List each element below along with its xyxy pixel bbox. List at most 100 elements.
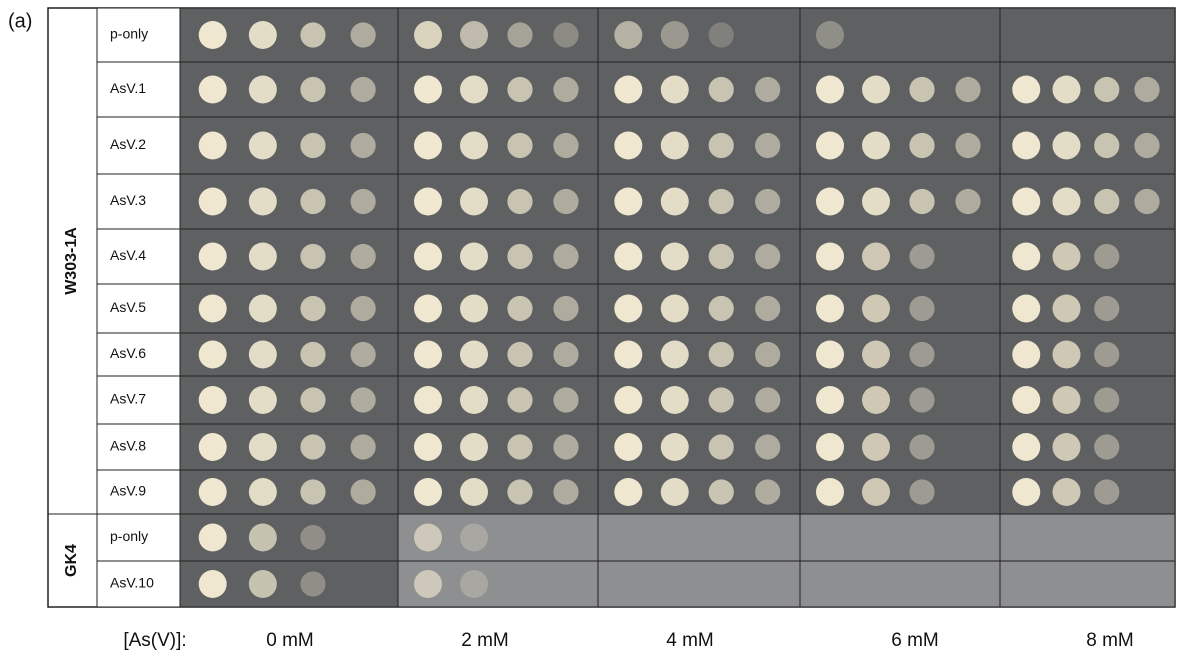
colony-spot xyxy=(414,242,442,271)
colony-spot xyxy=(614,478,643,506)
colony-spot xyxy=(1012,242,1041,271)
colony-spot xyxy=(198,570,227,598)
colony-spot xyxy=(460,478,488,506)
colony-spot xyxy=(198,386,227,414)
colony-spot xyxy=(660,386,689,414)
colony-spot xyxy=(1052,242,1081,271)
colony-spot xyxy=(1012,187,1041,216)
colony-spot xyxy=(614,294,643,323)
colony-spot xyxy=(708,295,734,322)
colony-spot xyxy=(248,433,277,461)
row-label: AsV.2 xyxy=(110,136,146,152)
colony-spot xyxy=(708,479,734,505)
colony-spot xyxy=(1052,187,1081,216)
colony-spot xyxy=(1094,132,1120,159)
colony-spot xyxy=(1012,294,1041,323)
colony-spot xyxy=(248,386,277,414)
colony-spot xyxy=(660,478,689,506)
colony-spot xyxy=(708,387,734,413)
colony-spot xyxy=(955,132,981,159)
plate xyxy=(999,560,1176,608)
row-label: AsV.4 xyxy=(110,247,146,263)
colony-spot xyxy=(1094,188,1120,215)
colony-spot xyxy=(248,294,277,323)
row-label: AsV.1 xyxy=(110,80,146,96)
row-label-cell xyxy=(96,513,181,562)
colony-spot xyxy=(708,132,734,159)
concentration-label: 6 mM xyxy=(891,630,939,651)
colony-spot xyxy=(198,523,227,552)
colony-spot xyxy=(755,387,781,413)
colony-spot xyxy=(460,523,488,552)
colony-spot xyxy=(507,243,533,270)
colony-spot xyxy=(862,187,890,216)
colony-spot xyxy=(660,294,689,323)
colony-spot xyxy=(300,132,326,159)
colony-spot xyxy=(198,75,227,104)
colony-spot xyxy=(1052,340,1081,369)
colony-spot xyxy=(414,570,442,598)
plate xyxy=(799,7,1001,63)
colony-spot xyxy=(1094,434,1120,460)
colony-spot xyxy=(300,22,326,48)
colony-spot xyxy=(614,131,643,160)
colony-spot xyxy=(1052,131,1081,160)
colony-spot xyxy=(460,21,488,49)
colony-spot xyxy=(553,132,579,159)
colony-spot xyxy=(862,433,890,461)
colony-spot xyxy=(614,242,643,271)
colony-spot xyxy=(909,132,935,159)
colony-spot xyxy=(300,387,326,413)
colony-spot xyxy=(755,295,781,322)
colony-spot xyxy=(614,75,643,104)
colony-spot xyxy=(553,243,579,270)
colony-spot xyxy=(507,387,533,413)
colony-spot xyxy=(300,341,326,368)
row-label: AsV.6 xyxy=(110,345,146,361)
colony-spot xyxy=(1094,76,1120,103)
colony-spot xyxy=(460,386,488,414)
colony-spot xyxy=(460,570,488,598)
row-label-cell xyxy=(96,469,181,515)
colony-spot xyxy=(300,295,326,322)
colony-spot xyxy=(300,243,326,270)
colony-spot xyxy=(708,76,734,103)
colony-spot xyxy=(660,340,689,369)
colony-spot xyxy=(248,131,277,160)
colony-spot xyxy=(862,340,890,369)
colony-spot xyxy=(414,386,442,414)
colony-spot xyxy=(350,434,376,460)
colony-spot xyxy=(1052,478,1081,506)
colony-spot xyxy=(248,187,277,216)
colony-spot xyxy=(414,294,442,323)
colony-spot xyxy=(816,242,844,271)
colony-spot xyxy=(1052,75,1081,104)
colony-spot xyxy=(862,75,890,104)
colony-spot xyxy=(909,188,935,215)
colony-spot xyxy=(248,21,277,49)
colony-spot xyxy=(507,295,533,322)
colony-spot xyxy=(350,341,376,368)
colony-spot xyxy=(553,434,579,460)
concentration-label: 4 mM xyxy=(666,630,714,651)
colony-spot xyxy=(1012,433,1041,461)
colony-spot xyxy=(816,340,844,369)
colony-spot xyxy=(198,131,227,160)
concentration-label: 2 mM xyxy=(461,630,509,651)
colony-spot xyxy=(1012,131,1041,160)
row-label-cell xyxy=(96,61,181,118)
colony-spot xyxy=(909,295,935,322)
colony-spot xyxy=(507,188,533,215)
colony-spot xyxy=(862,478,890,506)
colony-spot xyxy=(460,187,488,216)
colony-spot xyxy=(755,479,781,505)
colony-spot xyxy=(1012,478,1041,506)
colony-spot xyxy=(816,294,844,323)
colony-spot xyxy=(816,433,844,461)
colony-spot xyxy=(816,187,844,216)
colony-spot xyxy=(350,22,376,48)
colony-spot xyxy=(198,478,227,506)
colony-spot xyxy=(248,242,277,271)
colony-spot xyxy=(414,433,442,461)
